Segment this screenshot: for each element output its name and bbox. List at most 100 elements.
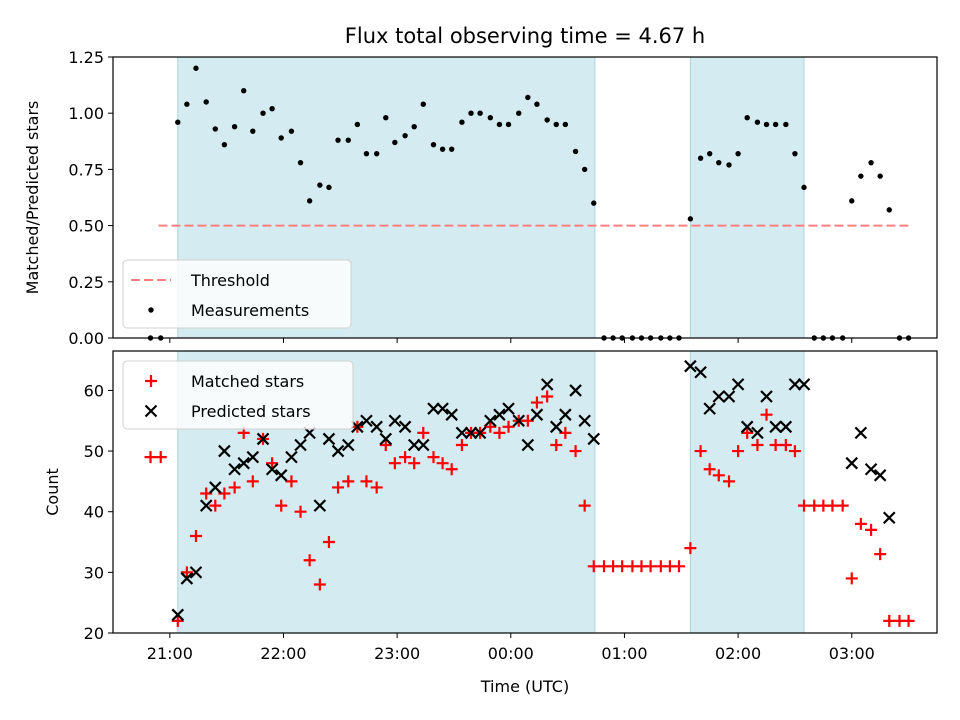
- data-point: [534, 101, 540, 107]
- data-point: [455, 426, 469, 440]
- data-point: [731, 378, 745, 391]
- data-point: [288, 128, 295, 134]
- y-tick-label: 1.00: [68, 104, 104, 123]
- data-point: [464, 426, 478, 440]
- data-point: [826, 499, 839, 512]
- data-point: [760, 390, 773, 403]
- data-point: [587, 560, 600, 573]
- data-point: [684, 359, 697, 373]
- data-point: [544, 117, 550, 123]
- data-point: [237, 456, 250, 470]
- data-point: [673, 560, 686, 573]
- data-point: [241, 88, 247, 94]
- data-point: [417, 438, 430, 452]
- x-tick-label: 22:00: [260, 644, 306, 663]
- legend-measurements-swatch: [148, 307, 154, 313]
- x-tick-label: 21:00: [147, 644, 193, 663]
- data-point: [171, 608, 185, 622]
- data-point: [754, 119, 761, 125]
- data-point: [448, 146, 455, 152]
- data-point: [335, 137, 341, 143]
- data-point: [399, 451, 412, 464]
- data-point: [203, 99, 209, 105]
- y-tick-label: 0.50: [68, 217, 104, 236]
- data-point: [408, 457, 421, 470]
- data-point: [712, 469, 725, 482]
- data-point: [278, 135, 284, 141]
- x-tick-label: 00:00: [488, 644, 534, 663]
- data-point: [351, 420, 364, 434]
- data-point: [716, 159, 722, 166]
- observing-window-band: [689, 350, 805, 634]
- data-point: [306, 198, 313, 204]
- data-point: [484, 420, 497, 433]
- data-point: [723, 475, 736, 488]
- y-axis-label: Matched/Predicted stars: [23, 101, 42, 295]
- x-tick-label: 02:00: [715, 644, 761, 663]
- data-point: [294, 505, 307, 518]
- data-point: [269, 106, 275, 112]
- data-point: [193, 65, 199, 71]
- data-point: [845, 572, 858, 585]
- data-point: [342, 475, 355, 488]
- legend-label: Matched stars: [191, 372, 304, 391]
- data-point: [687, 216, 694, 222]
- data-point: [209, 481, 222, 494]
- data-point: [562, 121, 569, 128]
- data-point: [769, 439, 782, 451]
- data-point: [218, 444, 231, 458]
- data-point: [694, 365, 707, 379]
- data-point: [865, 523, 878, 536]
- data-point: [549, 420, 563, 434]
- data-point: [430, 141, 437, 148]
- y-tick-label: 60: [84, 381, 104, 400]
- y-tick-label: 0.25: [68, 273, 104, 292]
- data-point: [331, 444, 345, 458]
- data-point: [212, 126, 218, 132]
- data-point: [740, 420, 754, 434]
- data-point: [411, 123, 417, 130]
- data-point: [373, 150, 380, 157]
- data-point: [722, 390, 736, 403]
- data-point: [751, 439, 764, 451]
- data-point: [493, 426, 506, 439]
- data-point: [697, 155, 704, 161]
- data-point: [345, 137, 351, 143]
- data-point: [779, 439, 792, 451]
- data-point: [587, 432, 601, 446]
- data-point: [712, 390, 726, 403]
- data-point: [559, 426, 572, 439]
- data-point: [644, 560, 657, 573]
- data-point: [189, 529, 202, 542]
- data-point: [540, 378, 554, 391]
- data-point: [581, 166, 588, 173]
- data-point: [553, 121, 559, 128]
- legend-box: [122, 259, 352, 329]
- data-point: [455, 439, 468, 451]
- legend-label: Predicted stars: [191, 402, 311, 421]
- data-point: [530, 408, 544, 421]
- y-tick-label: 50: [84, 442, 104, 461]
- data-point: [370, 481, 383, 494]
- data-point: [228, 481, 241, 494]
- data-point: [436, 402, 449, 415]
- data-point: [703, 463, 716, 476]
- data-point: [798, 499, 811, 512]
- axes-frame: [112, 56, 938, 339]
- data-point: [256, 432, 270, 446]
- data-point: [797, 378, 811, 391]
- data-point: [407, 438, 421, 452]
- data-point: [569, 445, 582, 458]
- data-point: [221, 141, 228, 148]
- data-point: [360, 414, 373, 428]
- data-point: [260, 110, 266, 116]
- data-point: [779, 420, 793, 434]
- data-point: [285, 450, 298, 464]
- data-point: [189, 566, 203, 579]
- data-point: [769, 420, 782, 434]
- data-point: [788, 378, 802, 391]
- data-point: [209, 499, 222, 512]
- y-tick-label: 0.00: [68, 329, 104, 348]
- count-panel: 20 30 40 50 60 21:00 22:00 23:00 00:00 01:00 02:00…: [43, 350, 938, 663]
- data-point: [199, 499, 213, 512]
